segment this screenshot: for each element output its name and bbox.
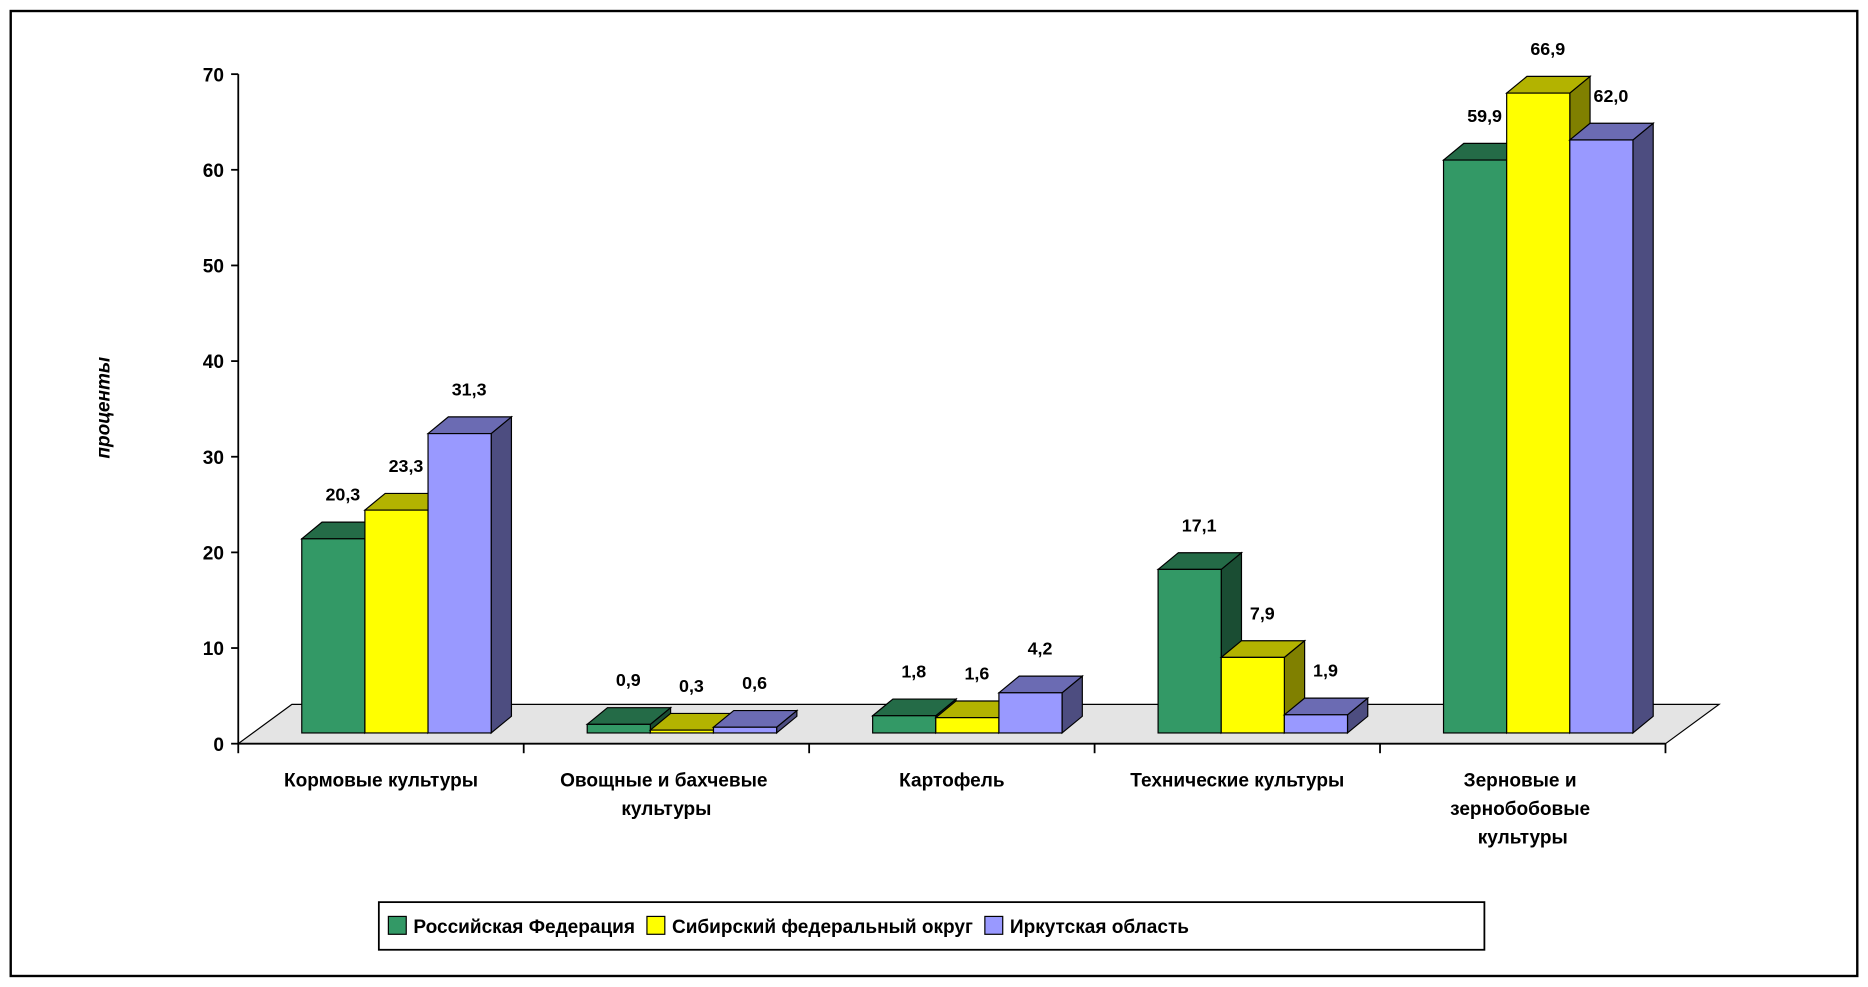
- bar-front: [712, 726, 778, 734]
- y-tick-label: 40: [203, 352, 224, 373]
- legend-swatch: [646, 915, 666, 935]
- bar-side: [490, 415, 513, 735]
- value-label: 31,3: [452, 379, 487, 399]
- bar-front: [364, 509, 429, 734]
- bar: [1156, 551, 1244, 735]
- legend-swatch: [387, 915, 407, 935]
- value-label: 0,6: [742, 673, 767, 693]
- legend-label: Российская Федерация: [413, 917, 635, 938]
- bar: [997, 674, 1084, 735]
- bar-front: [649, 729, 715, 734]
- bar-front: [586, 723, 651, 734]
- x-tick-label-line: Технические культуры: [1130, 771, 1344, 792]
- value-label: 62,0: [1594, 86, 1629, 106]
- bar-front: [301, 538, 366, 734]
- x-tick-label-line: культуры: [1478, 828, 1568, 849]
- bar: [1282, 696, 1370, 735]
- bar-front: [1220, 656, 1285, 734]
- bar-front: [998, 692, 1063, 734]
- bar-side: [1632, 122, 1654, 735]
- x-tick-label-line: Кормовые культуры: [284, 771, 478, 792]
- legend-box: [377, 901, 1486, 951]
- legend-label: Иркутская область: [1010, 917, 1189, 938]
- bar-front: [1442, 159, 1508, 734]
- bar-front: [1283, 714, 1349, 734]
- value-label: 66,9: [1530, 39, 1565, 59]
- y-tick-label: 60: [203, 161, 224, 182]
- x-tick-label-line: культуры: [621, 799, 711, 820]
- value-label: 0,3: [679, 676, 704, 696]
- bar: [711, 709, 799, 735]
- y-tick-label: 70: [203, 65, 224, 86]
- y-tick-label: 20: [203, 544, 224, 565]
- value-label: 20,3: [325, 485, 360, 505]
- bar-front: [1506, 92, 1571, 734]
- value-label: 4,2: [1028, 639, 1053, 659]
- bar-front: [427, 432, 492, 734]
- value-label: 17,1: [1182, 515, 1217, 535]
- value-label: 1,9: [1313, 661, 1338, 681]
- value-label: 0,9: [616, 670, 641, 690]
- value-label: 23,3: [389, 456, 424, 476]
- bar: [1568, 122, 1655, 735]
- bar-front: [1157, 568, 1222, 734]
- legend: Российская Федерация Сибирский федеральны…: [377, 901, 1486, 951]
- x-tick-label: Технические культуры: [1130, 771, 1344, 792]
- y-tick-label: 10: [203, 639, 224, 660]
- legend-swatch: [984, 915, 1004, 935]
- bar-front: [935, 717, 1000, 734]
- y-tick-label: 0: [213, 735, 224, 756]
- x-tick-label: Картофель: [899, 771, 1004, 792]
- y-tick-label: 30: [203, 448, 224, 469]
- value-label: 1,6: [964, 664, 989, 684]
- x-tick-label-line: Овощные и бахчевые: [560, 771, 773, 792]
- x-tick-label-line: зернобобовые: [1450, 799, 1595, 820]
- bar: [426, 415, 514, 735]
- bar-front: [1569, 139, 1634, 734]
- x-tick-label: Овощные и бахчевые культуры: [560, 771, 773, 821]
- x-tick-label: Зерновые и зернобобовые культуры: [1450, 771, 1595, 849]
- bar-front: [872, 715, 937, 734]
- y-axis-title: проценты: [94, 357, 115, 459]
- x-tick-label-line: Зерновые и: [1464, 771, 1582, 792]
- value-label: 7,9: [1250, 603, 1275, 623]
- x-tick-label: Кормовые культуры: [284, 771, 478, 792]
- x-tick-label-line: Картофель: [899, 771, 1004, 792]
- y-tick-label: 50: [203, 257, 224, 278]
- value-label: 59,9: [1467, 106, 1502, 126]
- legend-label: Сибирский федеральный округ: [672, 917, 973, 938]
- value-label: 1,8: [901, 662, 926, 682]
